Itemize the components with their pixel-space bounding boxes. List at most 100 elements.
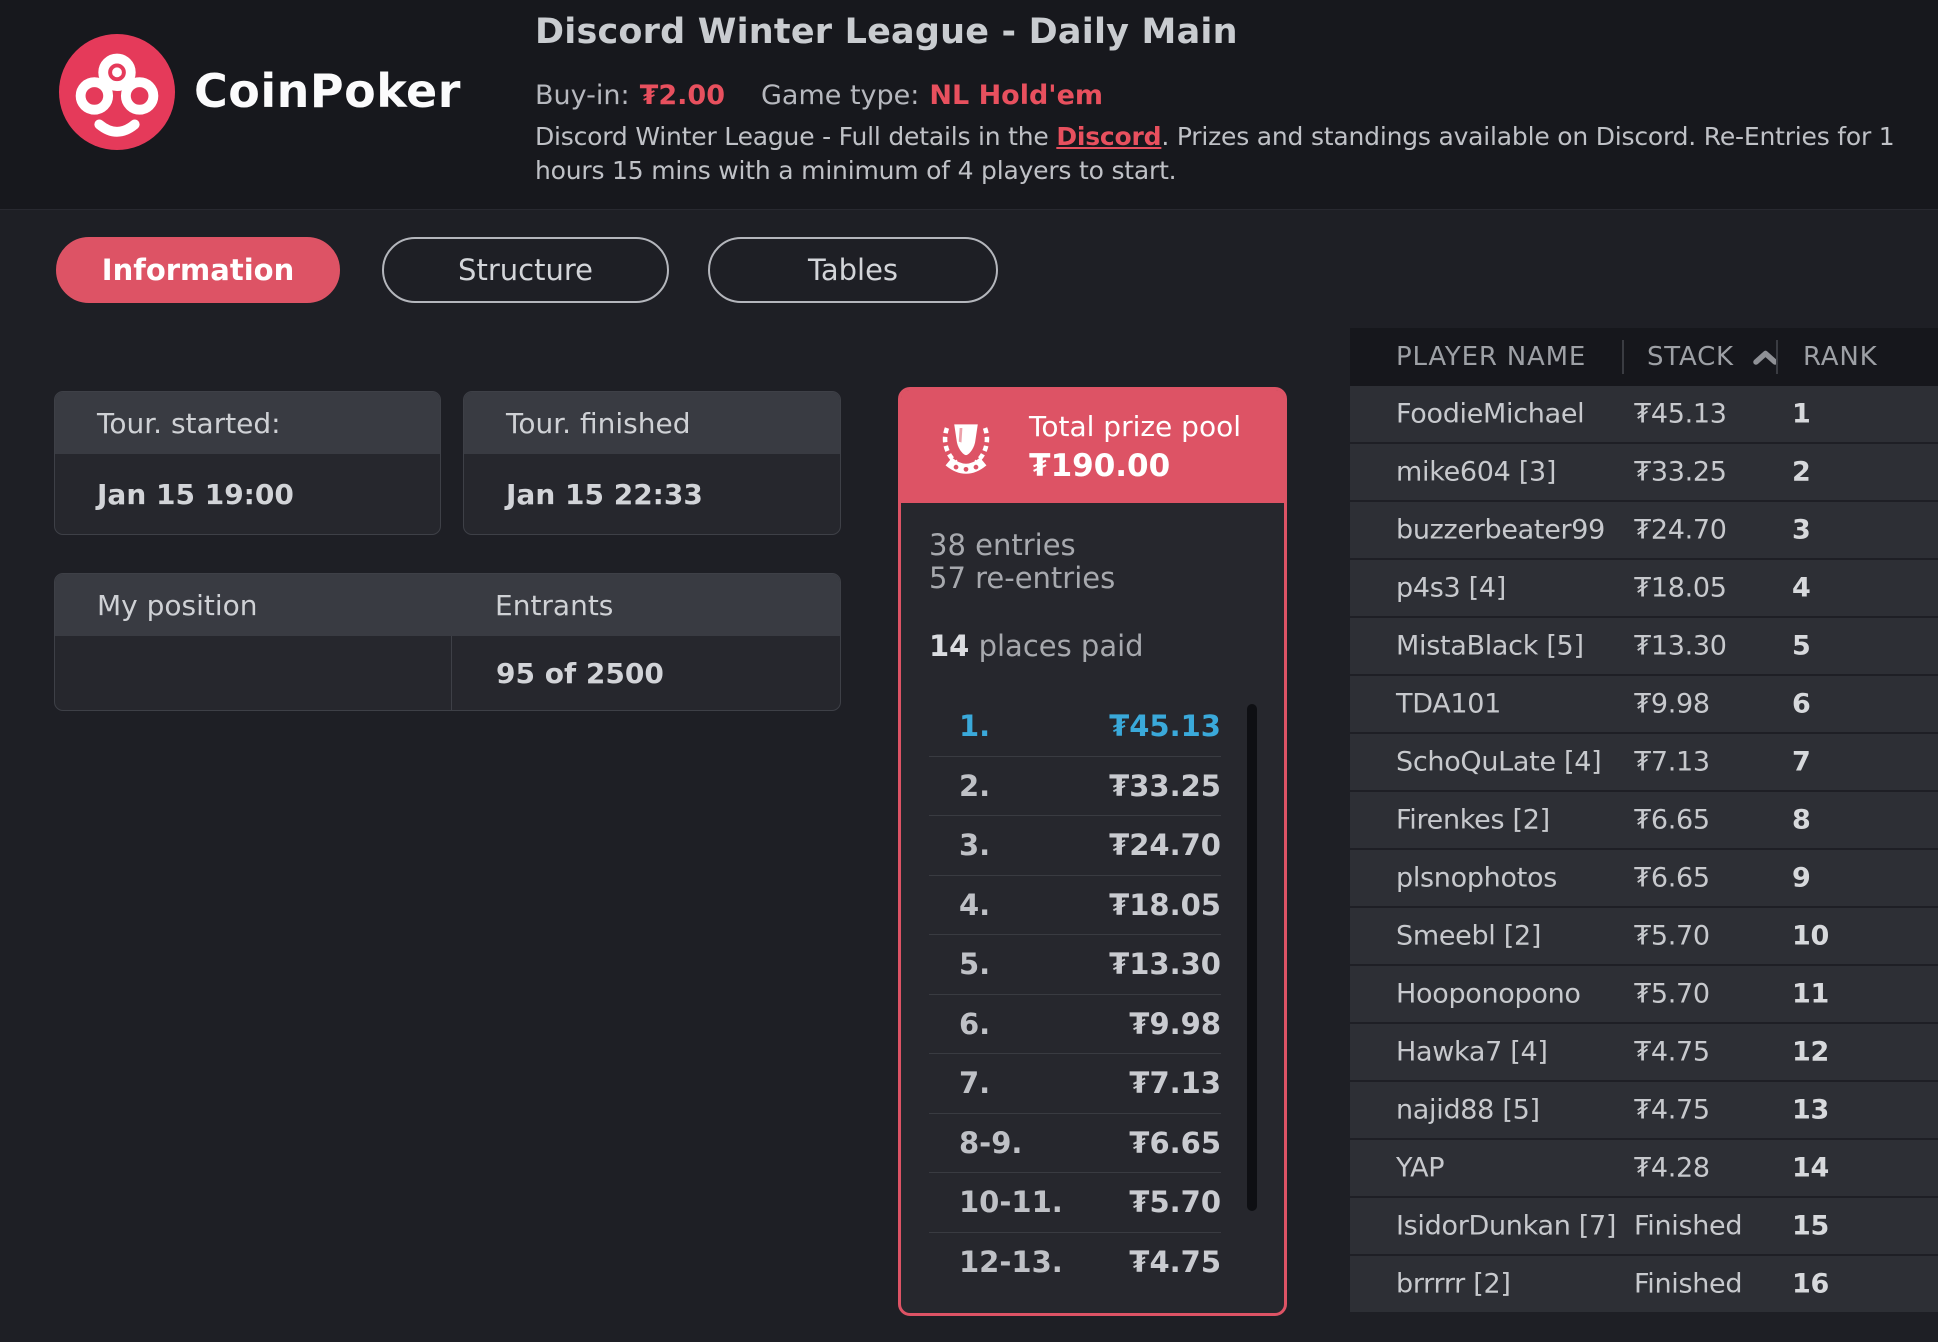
chevron-up-icon (1752, 349, 1779, 366)
player-name-cell: FoodieMichael (1396, 398, 1585, 430)
standings-body: FoodieMichael ₮45.13 1 mike604 [3] ₮33.2… (1350, 386, 1938, 1314)
stack-cell: ₮33.25 (1634, 456, 1727, 488)
header-divider (1776, 340, 1778, 374)
discord-link[interactable]: Discord (1056, 122, 1162, 151)
stack-cell: ₮13.30 (1634, 630, 1727, 662)
player-name-cell: SchoQuLate [4] (1396, 746, 1602, 778)
game-type-value: NL Hold'em (929, 80, 1104, 111)
tour-started-card: Tour. started: Jan 15 19:00 (54, 391, 441, 535)
payout-place: 2. (959, 768, 991, 803)
rank-cell: 14 (1792, 1152, 1829, 1184)
prize-pool-total: ₮190.00 (1029, 447, 1171, 484)
payout-amount: ₮18.05 (1109, 887, 1221, 922)
stack-cell: ₮7.13 (1634, 746, 1710, 778)
player-name-cell: buzzerbeater99 (1396, 514, 1606, 546)
tournament-description: Discord Winter League - Full details in … (535, 120, 1927, 188)
payout-row: 7. ₮7.13 (929, 1054, 1221, 1114)
payout-amount: ₮7.13 (1129, 1066, 1221, 1101)
player-name-cell: p4s3 [4] (1396, 572, 1506, 604)
description-text: Discord Winter League - Full details in … (535, 122, 1057, 151)
tab-tables[interactable]: Tables (708, 237, 998, 303)
player-name-cell: Hooponopono (1396, 978, 1581, 1010)
player-name-cell: Smeebl [2] (1396, 920, 1542, 952)
table-row: plsnophotos ₮6.65 9 (1350, 850, 1938, 908)
rank-cell: 16 (1792, 1268, 1829, 1300)
payout-scrollbar-thumb[interactable] (1247, 704, 1257, 1211)
tour-finished-value: Jan 15 22:33 (506, 477, 703, 511)
table-row: MistaBlack [5] ₮13.30 5 (1350, 618, 1938, 676)
trophy-icon (937, 418, 995, 476)
payout-amount: ₮6.65 (1129, 1125, 1221, 1160)
rank-cell: 1 (1792, 398, 1811, 430)
table-row: YAP ₮4.28 14 (1350, 1140, 1938, 1198)
payout-place: 7. (959, 1066, 991, 1101)
tour-started-value: Jan 15 19:00 (97, 477, 294, 511)
standings-header: PLAYER NAME STACK RANK (1350, 328, 1938, 386)
payout-place: 10-11. (959, 1185, 1063, 1220)
player-name-cell: mike604 [3] (1396, 456, 1557, 488)
payout-place: 6. (959, 1006, 991, 1041)
header-divider (1622, 340, 1624, 374)
stack-cell: ₮4.75 (1634, 1036, 1710, 1068)
rank-cell: 13 (1792, 1094, 1829, 1126)
payout-row: 5. ₮13.30 (929, 935, 1221, 995)
stack-cell: ₮4.75 (1634, 1094, 1710, 1126)
stack-cell: ₮18.05 (1634, 572, 1727, 604)
payout-place: 4. (959, 887, 991, 922)
coinpoker-logo-icon (58, 33, 176, 151)
payout-amount: ₮9.98 (1129, 1006, 1221, 1041)
payout-row: 12-13. ₮4.75 (929, 1233, 1221, 1293)
tab-information[interactable]: Information (56, 237, 340, 303)
rank-cell: 2 (1792, 456, 1811, 488)
rank-cell: 15 (1792, 1210, 1829, 1242)
rank-cell: 3 (1792, 514, 1811, 546)
buyin-value: ₮2.00 (639, 80, 725, 111)
table-row: Smeebl [2] ₮5.70 10 (1350, 908, 1938, 966)
rank-cell: 11 (1792, 978, 1829, 1010)
rank-cell: 12 (1792, 1036, 1829, 1068)
player-name-cell: MistaBlack [5] (1396, 630, 1584, 662)
table-row: mike604 [3] ₮33.25 2 (1350, 444, 1938, 502)
payout-row: 3. ₮24.70 (929, 816, 1221, 876)
tour-finished-label: Tour. finished (464, 392, 840, 454)
payout-place: 8-9. (959, 1125, 1023, 1160)
player-name-cell: Firenkes [2] (1396, 804, 1550, 836)
prize-pool-title: Total prize pool (1029, 409, 1241, 443)
payout-place: 12-13. (959, 1245, 1063, 1280)
table-row: FoodieMichael ₮45.13 1 (1350, 386, 1938, 444)
payout-amount: ₮33.25 (1109, 768, 1221, 803)
entrants-label: Entrants (495, 588, 614, 622)
payout-row: 8-9. ₮6.65 (929, 1114, 1221, 1173)
rank-cell: 6 (1792, 688, 1811, 720)
stack-cell: ₮6.65 (1634, 862, 1710, 894)
stack-cell: ₮9.98 (1634, 688, 1710, 720)
prize-pool-header: Total prize pool ₮190.00 (901, 390, 1284, 503)
payout-place: 3. (959, 828, 991, 863)
tab-structure[interactable]: Structure (382, 237, 669, 303)
entrants-value: 95 of 2500 (451, 636, 840, 710)
tournament-meta: Buy-in: ₮2.00 Game type: NL Hold'em (535, 80, 1103, 111)
payout-place: 5. (959, 947, 991, 982)
entries-count: 38 entries (929, 528, 1076, 562)
payout-row: 2. ₮33.25 (929, 757, 1221, 816)
table-row: p4s3 [4] ₮18.05 4 (1350, 560, 1938, 618)
stack-sort-header[interactable]: STACK (1647, 328, 1779, 386)
rank-cell: 7 (1792, 746, 1811, 778)
rank-cell: 10 (1792, 920, 1829, 952)
table-row: SchoQuLate [4] ₮7.13 7 (1350, 734, 1938, 792)
stack-cell: ₮5.70 (1634, 978, 1710, 1010)
stack-cell: ₮6.65 (1634, 804, 1710, 836)
stack-cell: ₮45.13 (1634, 398, 1727, 430)
tournament-title: Discord Winter League - Daily Main (535, 12, 1238, 52)
payout-amount: ₮24.70 (1109, 828, 1221, 863)
rank-cell: 5 (1792, 630, 1811, 662)
player-name-cell: plsnophotos (1396, 862, 1557, 894)
table-row: Firenkes [2] ₮6.65 8 (1350, 792, 1938, 850)
payout-row: 10-11. ₮5.70 (929, 1173, 1221, 1233)
stack-cell: Finished (1634, 1268, 1743, 1300)
prize-pool-card: Total prize pool ₮190.00 38 entries 57 r… (898, 387, 1287, 1316)
card-head: My position Entrants (55, 574, 840, 636)
player-name-cell: TDA101 (1396, 688, 1502, 720)
places-paid-number: 14 (929, 629, 970, 663)
player-name-cell: najid88 [5] (1396, 1094, 1540, 1126)
